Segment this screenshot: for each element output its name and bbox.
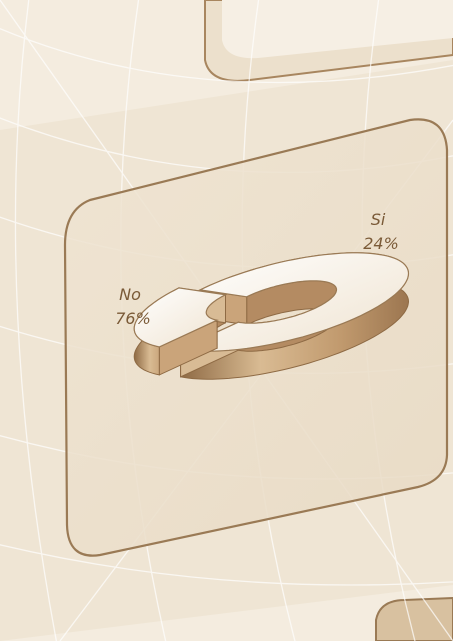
pie-slice-top [133, 287, 228, 348]
pie-label-si-category: Si [371, 210, 386, 229]
pie-chart: No 76% Si 24% [115, 210, 410, 380]
pie-slice-si [133, 287, 228, 376]
pie-label-si-value: 24% [363, 234, 399, 253]
pie-slice-top [178, 252, 410, 352]
pie-label-no-value: 76% [115, 309, 151, 328]
pie-label-no-category: No [119, 285, 141, 304]
background-strip-top [222, 0, 453, 59]
background-tab-bottom [375, 596, 453, 641]
